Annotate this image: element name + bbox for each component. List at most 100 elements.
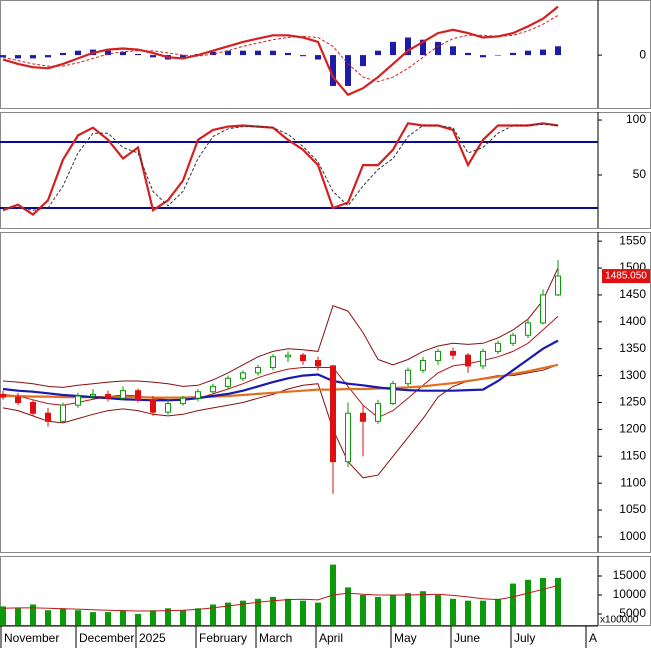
histogram-bar <box>525 50 531 56</box>
candle-body <box>165 403 171 413</box>
candle-body <box>105 393 111 399</box>
volume-bar <box>180 610 186 625</box>
candle-body <box>15 396 21 403</box>
candle-body <box>480 350 486 367</box>
candle-body <box>525 322 531 336</box>
y-tick-label: 15000 <box>613 568 647 582</box>
volume-bar <box>555 577 561 625</box>
y-tick-label: 1250 <box>619 395 646 409</box>
volume-bar <box>375 596 381 625</box>
histogram-bar <box>450 46 456 56</box>
candle-body <box>135 390 141 401</box>
y-tick-label: 1000 <box>619 529 646 543</box>
indicator-line <box>2 339 559 402</box>
candle-body <box>390 383 396 405</box>
volume-bar <box>120 610 126 625</box>
candle-body <box>195 391 201 399</box>
histogram-bar <box>375 50 381 56</box>
candle-body <box>60 404 66 422</box>
x-tick-label: April <box>319 631 343 645</box>
indicator-line <box>2 122 559 217</box>
unit-label: x100000 <box>600 615 639 626</box>
volume-bar <box>285 598 291 625</box>
volume-bar <box>270 596 276 625</box>
candle-body <box>300 354 306 362</box>
histogram-bar <box>180 55 186 59</box>
y-tick-label: 10000 <box>613 587 647 601</box>
candle-body <box>45 412 51 422</box>
volume-bar <box>450 598 456 625</box>
volume-bar <box>510 583 516 625</box>
candle-body <box>435 350 441 362</box>
candle-body <box>465 354 471 367</box>
histogram-bar <box>210 51 216 56</box>
candle-body <box>225 377 231 387</box>
candle-body <box>510 334 516 344</box>
candle-body <box>180 397 186 405</box>
histogram-bar <box>0 55 6 58</box>
histogram-bar <box>45 55 51 58</box>
x-tick-label: June <box>454 631 480 645</box>
y-tick-label: 1450 <box>619 287 646 301</box>
y-tick-label: 1100 <box>620 475 646 489</box>
volume-bar <box>75 610 81 625</box>
volume-bar <box>300 600 306 625</box>
volume-bar <box>165 608 171 625</box>
candle-body <box>120 390 126 399</box>
candle-body <box>255 367 261 374</box>
last-price-label: 1485.050 <box>605 271 647 282</box>
volume-bar <box>60 608 66 625</box>
x-tick-label: July <box>514 631 535 645</box>
y-tick-label: 50 <box>633 167 647 181</box>
volume-bar <box>360 594 366 625</box>
histogram-bar <box>480 55 486 58</box>
histogram-bar <box>420 39 426 56</box>
volume-bar <box>405 593 411 625</box>
y-tick-label: 100 <box>626 112 646 126</box>
indicator-line <box>2 267 559 388</box>
x-tick-label: 2025 <box>139 631 166 645</box>
histogram-bar <box>435 41 441 56</box>
histogram-bar <box>105 50 111 56</box>
histogram-bar <box>345 55 351 86</box>
volume-bar <box>345 587 351 625</box>
histogram-bar <box>270 50 276 56</box>
histogram-bar <box>255 50 261 56</box>
volume-bar <box>495 598 501 625</box>
histogram-bar <box>360 55 366 67</box>
histogram-bar <box>15 55 21 59</box>
indicator-line <box>3 123 559 211</box>
volume-bar <box>105 612 111 625</box>
y-tick-label: 0 <box>639 47 646 61</box>
x-tick-label: February <box>199 631 247 645</box>
volume-bar <box>45 610 51 625</box>
candle-body <box>540 294 546 324</box>
x-tick-label: November <box>4 631 59 645</box>
y-tick-label: 1150 <box>620 448 646 462</box>
volume-bar <box>195 608 201 625</box>
histogram-bar <box>240 50 246 56</box>
candle-body <box>315 360 321 367</box>
volume-bar <box>240 600 246 625</box>
histogram-bar <box>300 55 306 57</box>
volume-bar <box>525 579 531 625</box>
histogram-bar <box>75 50 81 56</box>
volume-bar <box>15 608 21 625</box>
histogram-bar <box>225 50 231 56</box>
x-tick-label: A <box>589 631 597 645</box>
y-tick-label: 1050 <box>619 502 646 516</box>
x-tick-label: May <box>394 631 417 645</box>
x-tick-label: December <box>79 631 134 645</box>
candle-body <box>495 342 501 352</box>
histogram-bar <box>150 55 156 58</box>
volume-bar <box>150 610 156 625</box>
volume-bar <box>30 604 36 625</box>
volume-bar <box>255 598 261 625</box>
indicator-line <box>2 585 559 612</box>
volume-bar <box>0 606 6 625</box>
volume-bar <box>135 613 141 625</box>
histogram-bar <box>390 41 396 56</box>
volume-bar <box>315 602 321 625</box>
